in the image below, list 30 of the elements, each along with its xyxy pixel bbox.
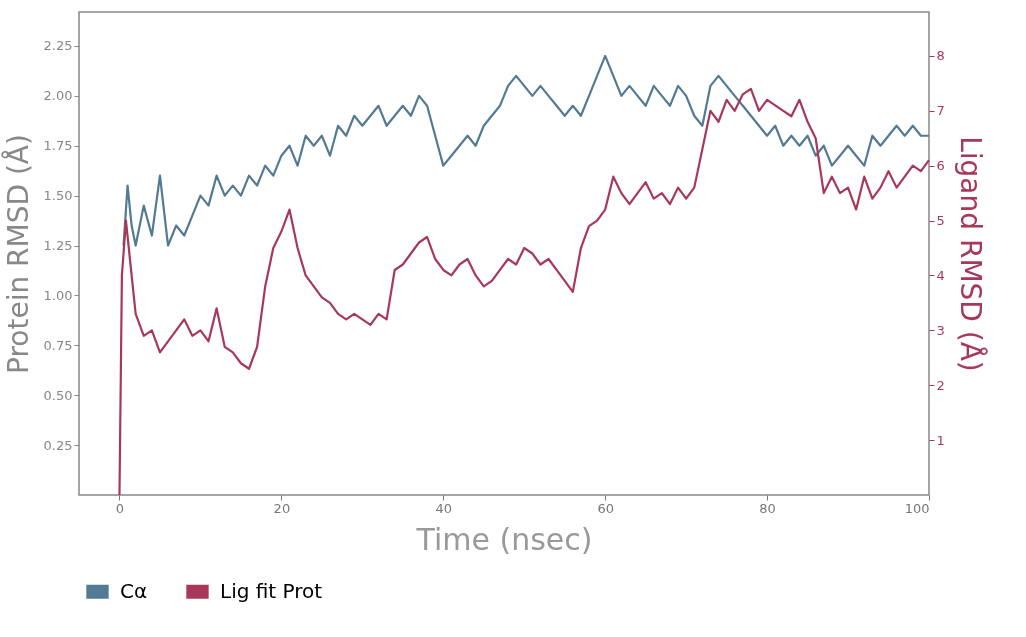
line-series (122, 54, 931, 247)
y2-tick-label: 7 (936, 103, 945, 119)
x-tick-label: 20 (273, 500, 291, 516)
y-tick-label: 2.25 (43, 38, 73, 54)
x-tick-label: 0 (115, 500, 125, 516)
y2-tick-label: 2 (936, 377, 945, 393)
y2-axis-title: Ligand RMSD (Å) (953, 136, 988, 372)
y2-tick-label: 5 (936, 213, 945, 229)
y-tick-label: 2.00 (43, 88, 73, 104)
y-tick-label: 1.00 (43, 287, 73, 303)
y2-tick-label: 6 (936, 158, 945, 174)
y-tick-label: 0.75 (43, 337, 73, 353)
y-axis-title: Protein RMSD (Å) (0, 134, 35, 374)
y2-tick-label: 8 (936, 48, 945, 64)
x-tick-label: 40 (435, 500, 453, 516)
y2-tick-label: 1 (936, 432, 945, 448)
y-tick-label: 1.75 (43, 138, 73, 154)
y-tick-label: 0.25 (43, 437, 73, 453)
y2-tick-label: 3 (936, 322, 945, 338)
legend-label: Cα (120, 578, 148, 603)
y-tick-label: 0.50 (43, 387, 73, 403)
x-tick-label: 60 (597, 500, 614, 516)
x-tick-label: 80 (759, 500, 776, 516)
y-tick-label: 1.25 (43, 238, 73, 254)
legend-label: Lig fit Prot (220, 578, 323, 603)
x-axis-title: Time (nsec) (415, 521, 593, 557)
line-series (118, 87, 931, 497)
y2-tick-label: 4 (936, 267, 945, 283)
y-tick-label: 1.50 (43, 188, 73, 204)
x-tick-label: 100 (904, 500, 930, 516)
